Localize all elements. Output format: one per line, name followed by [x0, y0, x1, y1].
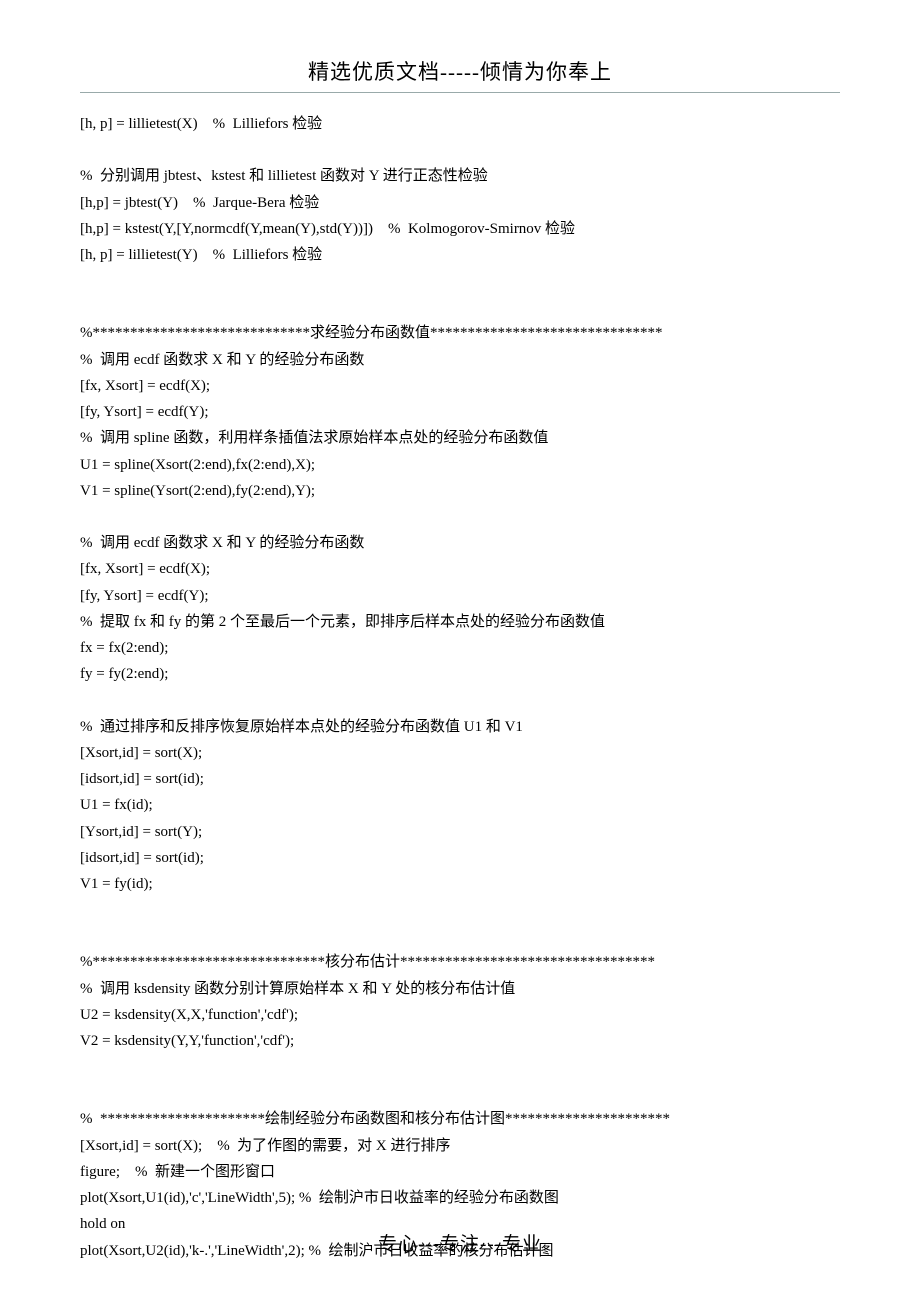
blank-line — [80, 1080, 840, 1106]
page: 精选优质文档-----倾情为你奉上 [h, p] = lillietest(X)… — [0, 0, 920, 1302]
code-line: [Ysort,id] = sort(Y); — [80, 819, 840, 845]
code-line: % **********************绘制经验分布函数图和核分布估计图… — [80, 1106, 840, 1132]
code-line: %*****************************求经验分布函数值**… — [80, 320, 840, 346]
code-line: V2 = ksdensity(Y,Y,'function','cdf'); — [80, 1028, 840, 1054]
code-line: % 通过排序和反排序恢复原始样本点处的经验分布函数值 U1 和 V1 — [80, 714, 840, 740]
code-line: V1 = spline(Ysort(2:end),fy(2:end),Y); — [80, 478, 840, 504]
code-line: [fx, Xsort] = ecdf(X); — [80, 556, 840, 582]
code-line: V1 = fy(id); — [80, 871, 840, 897]
document-body: [h, p] = lillietest(X) % Lilliefors 检验 % … — [80, 111, 840, 1264]
code-line: [fy, Ysort] = ecdf(Y); — [80, 583, 840, 609]
code-line: % 提取 fx 和 fy 的第 2 个至最后一个元素，即排序后样本点处的经验分布… — [80, 609, 840, 635]
code-line: [fy, Ysort] = ecdf(Y); — [80, 399, 840, 425]
code-line: %*******************************核分布估计***… — [80, 949, 840, 975]
code-line: fy = fy(2:end); — [80, 661, 840, 687]
code-line: fx = fx(2:end); — [80, 635, 840, 661]
code-line: U2 = ksdensity(X,X,'function','cdf'); — [80, 1002, 840, 1028]
code-line: [fx, Xsort] = ecdf(X); — [80, 373, 840, 399]
blank-line — [80, 504, 840, 530]
blank-line — [80, 294, 840, 320]
code-line: % 调用 ecdf 函数求 X 和 Y 的经验分布函数 — [80, 347, 840, 373]
code-line: % 调用 ksdensity 函数分别计算原始样本 X 和 Y 处的核分布估计值 — [80, 976, 840, 1002]
code-line: figure; % 新建一个图形窗口 — [80, 1159, 840, 1185]
page-header: 精选优质文档-----倾情为你奉上 — [80, 56, 840, 86]
code-line: [h, p] = lillietest(X) % Lilliefors 检验 — [80, 111, 840, 137]
code-line: [Xsort,id] = sort(X); — [80, 740, 840, 766]
page-footer: 专心---专注---专业 — [0, 1229, 920, 1256]
code-line: U1 = fx(id); — [80, 792, 840, 818]
code-line: % 分别调用 jbtest、kstest 和 lillietest 函数对 Y … — [80, 163, 840, 189]
code-line: % 调用 ecdf 函数求 X 和 Y 的经验分布函数 — [80, 530, 840, 556]
blank-line — [80, 268, 840, 294]
header-rule — [80, 92, 840, 93]
blank-line — [80, 897, 840, 923]
code-line: U1 = spline(Xsort(2:end),fx(2:end),X); — [80, 452, 840, 478]
code-line: [idsort,id] = sort(id); — [80, 766, 840, 792]
blank-line — [80, 688, 840, 714]
code-line: [idsort,id] = sort(id); — [80, 845, 840, 871]
code-line: [h,p] = jbtest(Y) % Jarque-Bera 检验 — [80, 190, 840, 216]
code-line: [h,p] = kstest(Y,[Y,normcdf(Y,mean(Y),st… — [80, 216, 840, 242]
code-line: [h, p] = lillietest(Y) % Lilliefors 检验 — [80, 242, 840, 268]
blank-line — [80, 923, 840, 949]
blank-line — [80, 1054, 840, 1080]
code-line: [Xsort,id] = sort(X); % 为了作图的需要，对 X 进行排序 — [80, 1133, 840, 1159]
code-line: % 调用 spline 函数，利用样条插值法求原始样本点处的经验分布函数值 — [80, 425, 840, 451]
code-line: plot(Xsort,U1(id),'c','LineWidth',5); % … — [80, 1185, 840, 1211]
blank-line — [80, 137, 840, 163]
